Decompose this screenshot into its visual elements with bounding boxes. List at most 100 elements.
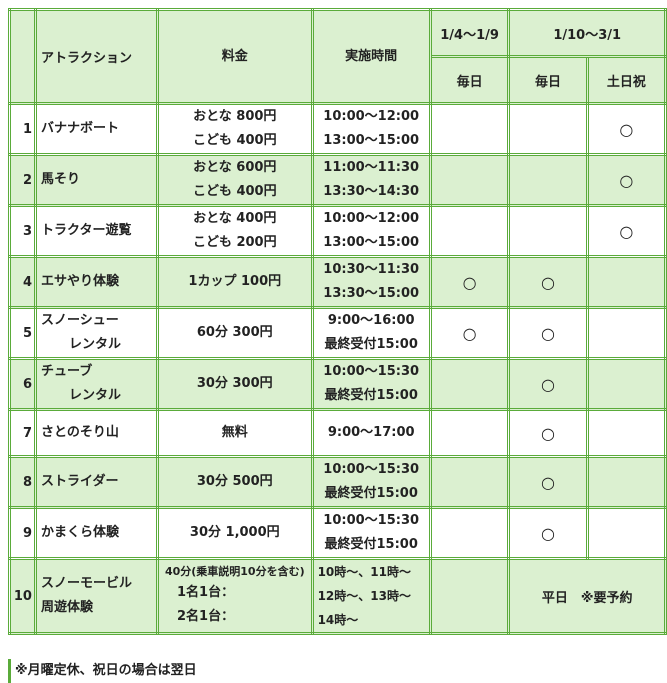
- period2-daily-mark: ○: [507, 506, 589, 560]
- period2-daily-mark: ○: [507, 306, 589, 360]
- header-daily1: 毎日: [428, 55, 511, 105]
- period1-daily-mark: [428, 102, 511, 156]
- fee-line: おとな 600円: [193, 160, 277, 175]
- attraction-name: スノーモービル 周遊体験: [33, 557, 160, 635]
- period1-daily-mark: [428, 557, 511, 635]
- header-daily2: 毎日: [507, 55, 589, 105]
- footnote: ※月曜定休、祝日の場合は翌日: [8, 659, 667, 683]
- fee-cell: 30分 300円: [156, 357, 314, 411]
- time-line: 11:00〜11:30: [323, 160, 420, 175]
- name-line: トラクター遊覧: [40, 223, 132, 238]
- time-line: 10:00〜12:00: [323, 109, 420, 124]
- name-line: バナナボート: [40, 121, 119, 136]
- period1-daily-mark: [428, 455, 511, 509]
- name-line: スノーモービル: [40, 576, 132, 591]
- period2-weekend-mark: ○: [585, 102, 667, 156]
- time-line: 最終受付15:00: [324, 388, 418, 403]
- header-period2: 1/10〜3/1: [507, 8, 667, 58]
- row-number: 10: [8, 557, 37, 635]
- period1-daily-mark: [428, 408, 511, 458]
- header-fee: 料金: [156, 8, 314, 105]
- row-number: 7: [8, 408, 37, 458]
- time-line: 10時〜、11時〜: [317, 565, 411, 579]
- period2-note: 平日 ※要予約: [507, 557, 667, 635]
- header-time: 実施時間: [310, 8, 432, 105]
- fee-cell: おとな 800円 こども 400円: [156, 102, 314, 156]
- row-number: 5: [8, 306, 37, 360]
- attraction-name: エサやり体験: [33, 255, 160, 309]
- attraction-name: チューブ レンタル: [33, 357, 160, 411]
- time-cell: 10:30〜11:30 13:30〜15:00: [310, 255, 432, 309]
- time-line: 10:00〜15:30: [323, 364, 420, 379]
- table-row: 7 さとのそり山 無料 9:00〜17:00 ○: [8, 408, 667, 458]
- fee-line: 60分 300円: [196, 325, 273, 340]
- time-line: 14時〜: [317, 613, 359, 627]
- time-line: 9:00〜17:00: [327, 425, 415, 440]
- attraction-table: アトラクション 料金 実施時間 1/4〜1/9 1/10〜3/1 毎日 毎日 土…: [8, 8, 667, 635]
- name-line: かまくら体験: [40, 525, 119, 540]
- fee-cell: 30分 1,000円: [156, 506, 314, 560]
- time-cell: 10:00〜12:00 13:00〜15:00: [310, 102, 432, 156]
- attraction-name: スノーシュー レンタル: [33, 306, 160, 360]
- period2-daily-mark: ○: [507, 455, 589, 509]
- name-line: エサやり体験: [40, 274, 119, 289]
- time-line: 最終受付15:00: [324, 337, 418, 352]
- time-line: 最終受付15:00: [324, 537, 418, 552]
- period2-daily-mark: ○: [507, 255, 589, 309]
- table-row: 4 エサやり体験 1カップ 100円 10:30〜11:30 13:30〜15:00 ○ ○: [8, 255, 667, 309]
- attraction-name: 馬そり: [33, 153, 160, 207]
- time-line: 10:00〜12:00: [323, 211, 420, 226]
- row-number: 1: [8, 102, 37, 156]
- fee-line: 30分 1,000円: [189, 525, 280, 540]
- header-num: [8, 8, 37, 105]
- time-line: 10:00〜15:30: [323, 462, 420, 477]
- row-number: 8: [8, 455, 37, 509]
- name-line: 周遊体験: [40, 600, 93, 615]
- header-weekend: 土日祝: [585, 55, 667, 105]
- fee-line: 1カップ 100円: [188, 274, 282, 289]
- period2-weekend-mark: [585, 306, 667, 360]
- fee-line: 40分(乗車説明10分を含む): [164, 565, 305, 578]
- table-row: 1 バナナボート おとな 800円 こども 400円 10:00〜12:00 13:00〜…: [8, 102, 667, 156]
- time-line: 12時〜、13時〜: [317, 589, 411, 603]
- attraction-name: かまくら体験: [33, 506, 160, 560]
- time-line: 10:30〜11:30: [323, 262, 420, 277]
- row-number: 6: [8, 357, 37, 411]
- fee-cell: 30分 500円: [156, 455, 314, 509]
- fee-line: おとな 400円: [193, 211, 277, 226]
- time-line: 13:30〜15:00: [323, 286, 420, 301]
- name-line: レンタル: [68, 388, 121, 403]
- name-line: レンタル: [68, 337, 121, 352]
- period2-weekend-mark: [585, 255, 667, 309]
- row-number: 3: [8, 204, 37, 258]
- time-cell: 10:00〜12:00 13:00〜15:00: [310, 204, 432, 258]
- period2-daily-mark: [507, 204, 589, 258]
- period2-weekend-mark: ○: [585, 204, 667, 258]
- fee-cell: 無料: [156, 408, 314, 458]
- attraction-name: ストライダー: [33, 455, 160, 509]
- time-line: 最終受付15:00: [324, 486, 418, 501]
- attraction-name: バナナボート: [33, 102, 160, 156]
- period1-daily-mark: [428, 204, 511, 258]
- period2-daily-mark: ○: [507, 357, 589, 411]
- fee-line: 無料: [221, 425, 248, 440]
- table-row: 5 スノーシュー レンタル 60分 300円 9:00〜16:00 最終受付15:00 ○ ○: [8, 306, 667, 360]
- period2-weekend-mark: [585, 506, 667, 560]
- time-cell: 11:00〜11:30 13:30〜14:30: [310, 153, 432, 207]
- time-cell: 10:00〜15:30 最終受付15:00: [310, 506, 432, 560]
- header-attraction: アトラクション: [33, 8, 160, 105]
- fee-line: おとな 800円: [193, 109, 277, 124]
- period2-weekend-mark: ○: [585, 153, 667, 207]
- time-cell: 10:00〜15:30 最終受付15:00: [310, 357, 432, 411]
- time-line: 10:00〜15:30: [323, 513, 420, 528]
- table-row: 10 スノーモービル 周遊体験 40分(乗車説明10分を含む) 1名1台： 2名1台： 10…: [8, 557, 667, 635]
- period1-daily-mark: [428, 153, 511, 207]
- period2-daily-mark: [507, 153, 589, 207]
- name-line: さとのそり山: [40, 425, 119, 440]
- period1-daily-mark: [428, 506, 511, 560]
- table-row: 6 チューブ レンタル 30分 300円 10:00〜15:30 最終受付15:00 ○: [8, 357, 667, 411]
- period1-daily-mark: ○: [428, 255, 511, 309]
- period2-daily-mark: [507, 102, 589, 156]
- row-number: 4: [8, 255, 37, 309]
